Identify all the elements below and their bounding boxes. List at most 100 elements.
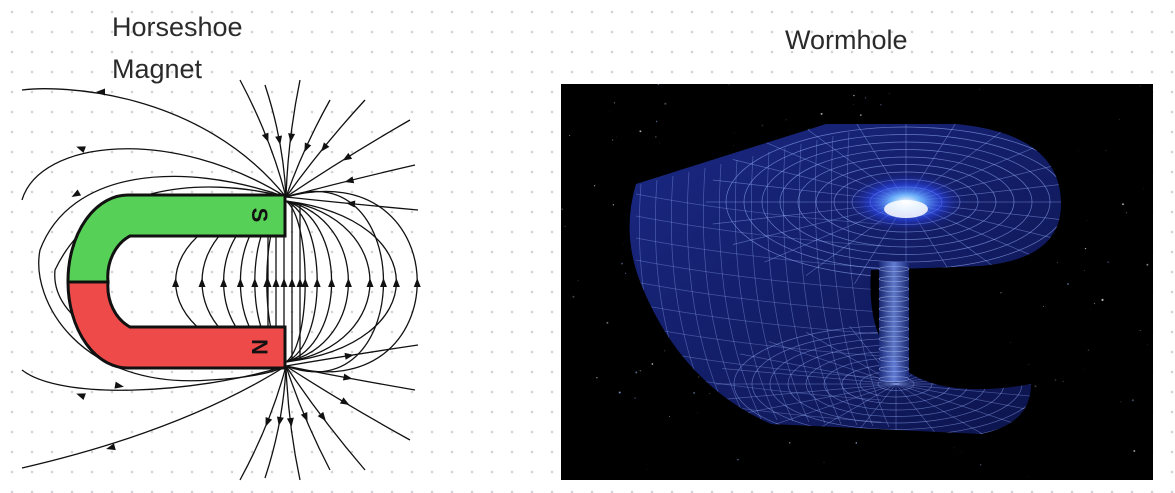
- throat-ring: [878, 316, 910, 322]
- star: [1101, 298, 1104, 301]
- star: [785, 119, 787, 121]
- star: [1147, 344, 1148, 346]
- star: [572, 295, 575, 298]
- grid-line: [846, 131, 890, 428]
- field-arrow: [288, 133, 296, 143]
- grid-line: [722, 383, 897, 400]
- grid-line: [895, 383, 987, 434]
- star: [596, 377, 598, 379]
- south-pole-arm: [66, 193, 287, 284]
- star: [734, 132, 735, 134]
- star: [864, 97, 867, 99]
- star: [853, 104, 854, 106]
- grid-line: [797, 156, 1015, 248]
- star: [1139, 330, 1141, 332]
- grid-line: [725, 126, 1062, 278]
- grid-line: [895, 353, 1052, 385]
- grid-line: [859, 370, 933, 398]
- star: [1087, 349, 1089, 351]
- throat-ring: [878, 346, 910, 352]
- star: [1086, 219, 1088, 221]
- star: [1034, 385, 1037, 388]
- star: [733, 145, 735, 147]
- star: [1105, 150, 1107, 151]
- wormhole-mouth: [884, 200, 928, 218]
- throat-ring: [878, 296, 910, 302]
- star: [606, 321, 609, 324]
- wormhole-title: Wormhole: [785, 25, 908, 55]
- star: [1090, 308, 1091, 310]
- field-arrow: [304, 142, 312, 153]
- star: [1062, 380, 1064, 383]
- field-arrow: [344, 176, 355, 184]
- field-arrow: [198, 278, 206, 287]
- star: [788, 441, 791, 444]
- grid-line: [814, 139, 858, 426]
- star: [1093, 302, 1096, 305]
- grid-line: [740, 383, 897, 415]
- field-arrow: [339, 397, 350, 406]
- star: [961, 451, 963, 453]
- grid-line: [895, 341, 1024, 385]
- field-arrow: [280, 278, 288, 287]
- field-arrow: [366, 278, 374, 287]
- star: [709, 392, 711, 394]
- field-arrow: [286, 417, 294, 427]
- field-arrow: [346, 200, 356, 208]
- grid-line: [895, 383, 1024, 427]
- star: [888, 93, 890, 94]
- star: [1122, 203, 1124, 206]
- star: [1120, 401, 1122, 403]
- field-line: [285, 200, 306, 363]
- field-arrow: [392, 278, 400, 287]
- star: [564, 225, 566, 228]
- star: [853, 94, 855, 97]
- star: [1131, 399, 1134, 402]
- field-line: [21, 365, 287, 469]
- star: [612, 139, 614, 141]
- star: [618, 391, 621, 394]
- field-arrow: [301, 278, 309, 287]
- field-arrow: [76, 393, 86, 400]
- star: [1107, 261, 1110, 264]
- grid-line: [740, 353, 897, 385]
- star: [855, 442, 858, 444]
- star: [668, 416, 670, 417]
- star: [654, 135, 657, 138]
- throat-grid: [878, 266, 910, 382]
- star: [664, 102, 667, 105]
- grid-line: [761, 141, 1051, 263]
- star: [1118, 118, 1120, 120]
- field-arrow: [263, 278, 271, 287]
- grid-line: [782, 147, 826, 424]
- horseshoe-magnet-diagram: S N: [21, 79, 421, 481]
- grid-line: [768, 383, 897, 427]
- north-pole-label: N: [247, 339, 272, 355]
- field-arrow: [344, 352, 354, 360]
- star: [1140, 85, 1141, 87]
- throat-ring: [878, 376, 910, 382]
- north-pole-arm: [66, 280, 287, 370]
- field-arrow: [320, 142, 330, 152]
- horseshoe-magnet: [66, 193, 287, 370]
- star: [1146, 263, 1149, 266]
- throat-ring: [878, 266, 910, 272]
- star: [613, 102, 615, 104]
- star: [1084, 247, 1087, 250]
- star: [1000, 292, 1002, 294]
- star: [625, 272, 627, 274]
- field-arrow: [413, 278, 421, 287]
- field-arrow: [380, 278, 387, 287]
- star: [953, 447, 955, 449]
- star: [1056, 261, 1058, 264]
- grid-line: [687, 171, 730, 418]
- star: [639, 130, 642, 133]
- field-arrow: [172, 278, 180, 287]
- throat-ring: [878, 286, 910, 292]
- grid-line: [635, 303, 882, 335]
- field-line: [38, 175, 287, 382]
- star: [696, 412, 698, 414]
- field-arrow: [251, 278, 259, 287]
- star: [655, 120, 658, 123]
- field-line: [285, 365, 366, 471]
